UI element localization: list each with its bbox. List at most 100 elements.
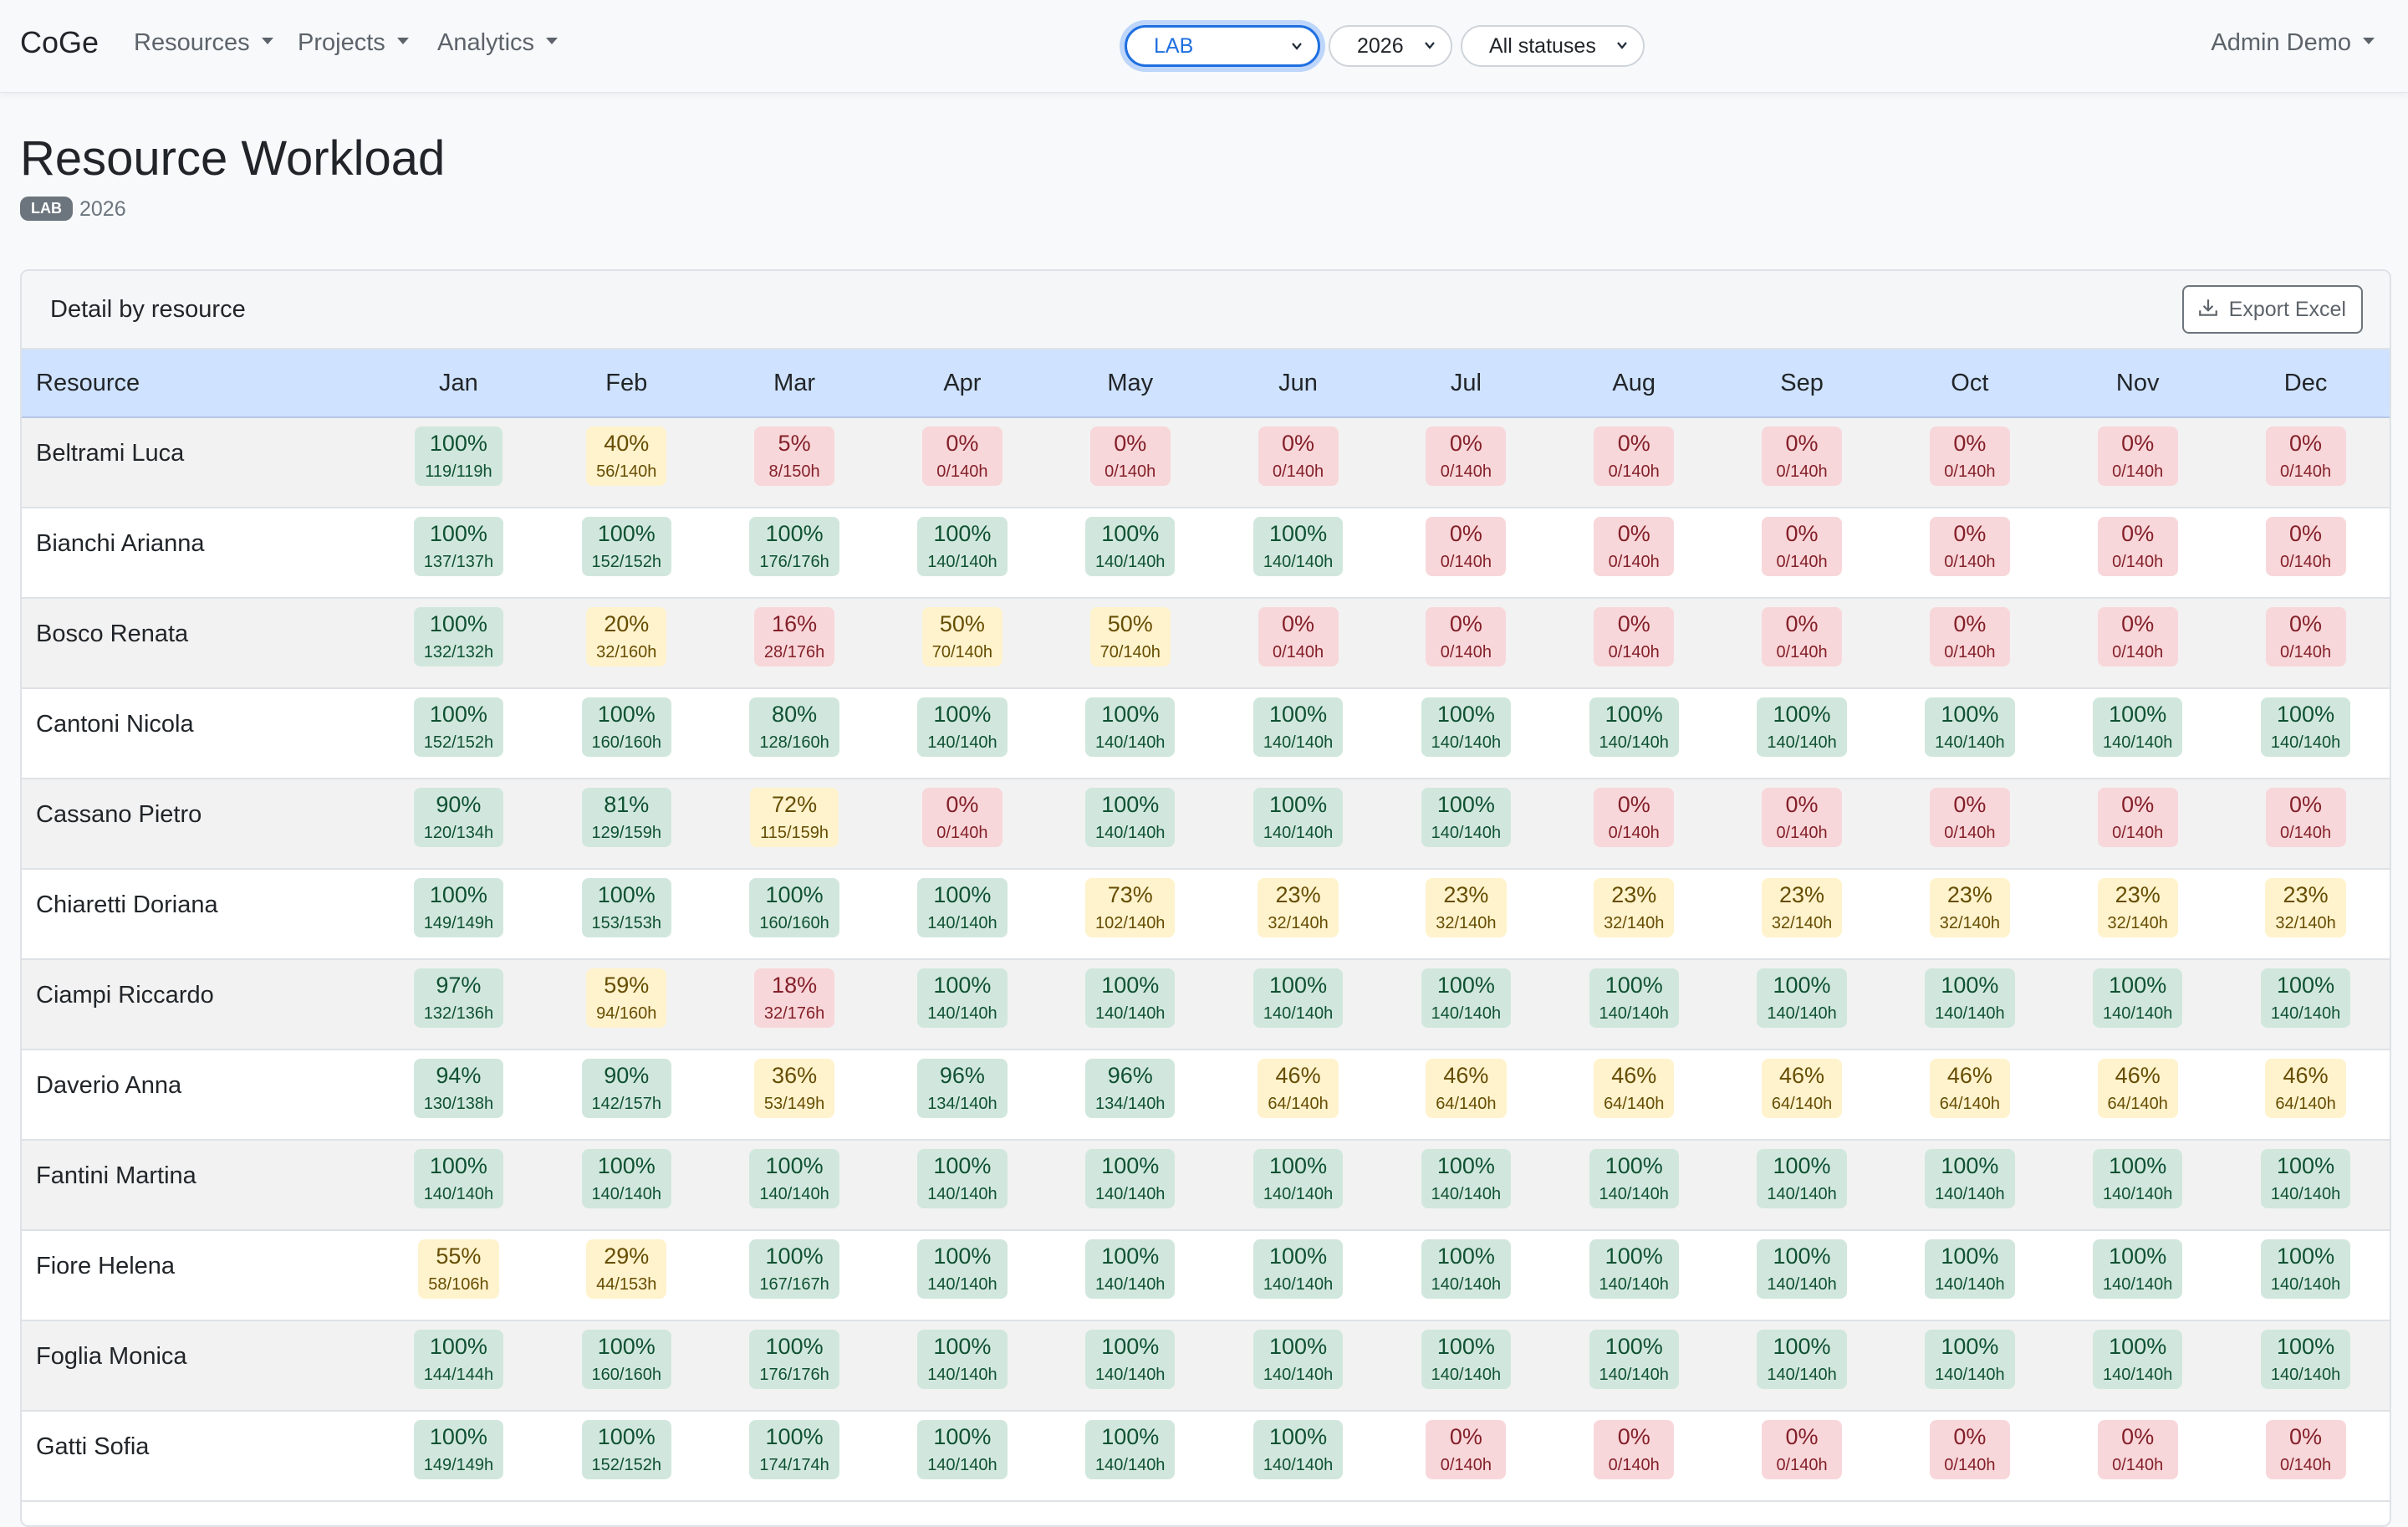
workload-badge[interactable]: 100% 140/140h [1589,697,1679,757]
workload-badge[interactable]: 100% 140/140h [1252,697,1344,757]
workload-badge[interactable]: 0% 0/140h [1762,1420,1843,1479]
workload-badge[interactable]: 100% 140/140h [1252,1239,1344,1299]
workload-badge[interactable]: 100% 140/140h [1757,697,1847,757]
workload-badge[interactable]: 100% 140/140h [1085,968,1176,1028]
workload-badge[interactable]: 100% 140/140h [917,1239,1008,1299]
workload-badge[interactable]: 23% 32/140h [2265,878,2346,937]
workload-badge[interactable]: 55% 58/106h [418,1239,499,1299]
workload-badge[interactable]: 50% 70/140h [921,607,1003,666]
unit-select[interactable]: LAB [1125,25,1320,67]
workload-badge[interactable]: 100% 140/140h [1925,1239,2015,1299]
brand-logo[interactable]: CoGe [20,25,99,59]
workload-badge[interactable]: 100% 153/153h [581,878,671,937]
workload-badge[interactable]: 100% 140/140h [1421,1149,1512,1208]
nav-menu-analytics[interactable]: Analytics [437,29,559,57]
workload-badge[interactable]: 0% 0/140h [1594,426,1675,486]
workload-badge[interactable]: 0% 0/140h [921,788,1002,847]
workload-badge[interactable]: 100% 132/132h [413,607,504,666]
workload-badge[interactable]: 0% 0/140h [1258,607,1339,666]
workload-badge[interactable]: 100% 140/140h [1421,968,1512,1028]
workload-badge[interactable]: 50% 70/140h [1089,607,1171,666]
workload-badge[interactable]: 46% 64/140h [1594,1059,1675,1118]
workload-badge[interactable]: 0% 0/140h [1762,607,1843,666]
workload-badge[interactable]: 100% 140/140h [2092,1149,2183,1208]
workload-badge[interactable]: 100% 140/140h [1589,968,1679,1028]
workload-badge[interactable]: 100% 140/140h [1925,1330,2015,1389]
workload-badge[interactable]: 100% 140/140h [1925,968,2015,1028]
column-header-month[interactable]: May [1046,350,1215,418]
column-header-month[interactable]: Jun [1214,350,1382,418]
workload-badge[interactable]: 0% 0/140h [2097,607,2178,666]
workload-badge[interactable]: 100% 140/140h [1252,968,1344,1028]
workload-badge[interactable]: 100% 137/137h [413,517,504,576]
workload-badge[interactable]: 100% 140/140h [581,1149,671,1208]
workload-badge[interactable]: 0% 0/140h [1594,517,1675,576]
workload-badge[interactable]: 23% 32/140h [1258,878,1339,937]
workload-badge[interactable]: 100% 140/140h [2260,697,2351,757]
workload-badge[interactable]: 90% 120/134h [413,788,504,847]
workload-badge[interactable]: 100% 149/149h [413,878,504,937]
workload-badge[interactable]: 100% 160/160h [581,1330,671,1389]
column-header-month[interactable]: Aug [1549,350,1718,418]
workload-badge[interactable]: 100% 140/140h [2260,1239,2351,1299]
workload-badge[interactable]: 100% 140/140h [2092,1330,2183,1389]
workload-badge[interactable]: 59% 94/160h [586,968,667,1028]
workload-badge[interactable]: 46% 64/140h [1761,1059,1843,1118]
workload-badge[interactable]: 100% 144/144h [413,1330,504,1389]
workload-badge[interactable]: 100% 119/119h [415,426,503,486]
workload-badge[interactable]: 96% 134/140h [917,1059,1008,1118]
column-header-month[interactable]: Jan [375,350,543,418]
workload-badge[interactable]: 100% 140/140h [1421,788,1512,847]
workload-badge[interactable]: 0% 0/140h [1929,607,2010,666]
workload-badge[interactable]: 100% 140/140h [917,878,1008,937]
workload-badge[interactable]: 0% 0/140h [2265,426,2346,486]
workload-badge[interactable]: 40% 56/140h [586,426,667,486]
workload-badge[interactable]: 100% 140/140h [1757,1239,1847,1299]
workload-badge[interactable]: 0% 0/140h [1762,788,1843,847]
workload-badge[interactable]: 100% 140/140h [1252,788,1344,847]
column-header-month[interactable]: Jul [1381,350,1550,418]
column-header-month[interactable]: Mar [710,350,879,418]
workload-badge[interactable]: 97% 132/136h [413,968,504,1028]
column-header-month[interactable]: Apr [878,350,1047,418]
workload-badge[interactable]: 23% 32/140h [1761,878,1843,937]
workload-badge[interactable]: 100% 140/140h [1421,697,1512,757]
workload-badge[interactable]: 0% 0/140h [2097,1420,2178,1479]
workload-badge[interactable]: 100% 140/140h [1252,1420,1344,1479]
workload-badge[interactable]: 23% 32/140h [1929,878,2011,937]
workload-badge[interactable]: 0% 0/140h [2265,1420,2346,1479]
workload-badge[interactable]: 100% 140/140h [1085,1149,1176,1208]
workload-badge[interactable]: 5% 8/150h [754,426,835,486]
workload-badge[interactable]: 29% 44/153h [586,1239,667,1299]
column-header-month[interactable]: Nov [2053,350,2222,418]
workload-badge[interactable]: 0% 0/140h [2097,788,2178,847]
workload-badge[interactable]: 20% 32/160h [586,607,667,666]
workload-badge[interactable]: 100% 140/140h [1252,517,1344,576]
workload-badge[interactable]: 46% 64/140h [2097,1059,2178,1118]
workload-badge[interactable]: 0% 0/140h [1594,788,1675,847]
workload-badge[interactable]: 0% 0/140h [1426,1420,1507,1479]
workload-badge[interactable]: 23% 32/140h [1594,878,1675,937]
workload-badge[interactable]: 0% 0/140h [1929,426,2010,486]
workload-badge[interactable]: 46% 64/140h [1929,1059,2011,1118]
workload-badge[interactable]: 100% 140/140h [413,1149,504,1208]
workload-badge[interactable]: 100% 140/140h [1085,1239,1176,1299]
workload-badge[interactable]: 100% 160/160h [749,878,839,937]
workload-badge[interactable]: 0% 0/140h [1929,517,2010,576]
workload-badge[interactable]: 100% 140/140h [917,1420,1008,1479]
workload-badge[interactable]: 100% 140/140h [1421,1330,1512,1389]
workload-badge[interactable]: 100% 140/140h [917,1149,1008,1208]
workload-badge[interactable]: 0% 0/140h [1426,517,1507,576]
workload-badge[interactable]: 100% 140/140h [1589,1149,1679,1208]
workload-badge[interactable]: 100% 140/140h [749,1149,839,1208]
workload-badge[interactable]: 0% 0/140h [1594,607,1675,666]
workload-badge[interactable]: 100% 140/140h [1925,1149,2015,1208]
workload-badge[interactable]: 100% 140/140h [1757,1149,1847,1208]
workload-badge[interactable]: 23% 32/140h [1426,878,1507,937]
workload-badge[interactable]: 100% 140/140h [1421,1239,1512,1299]
workload-badge[interactable]: 81% 129/159h [581,788,671,847]
workload-badge[interactable]: 0% 0/140h [1929,1420,2010,1479]
workload-badge[interactable]: 100% 140/140h [1925,697,2015,757]
workload-badge[interactable]: 100% 152/152h [581,1420,671,1479]
workload-badge[interactable]: 46% 64/140h [2265,1059,2346,1118]
